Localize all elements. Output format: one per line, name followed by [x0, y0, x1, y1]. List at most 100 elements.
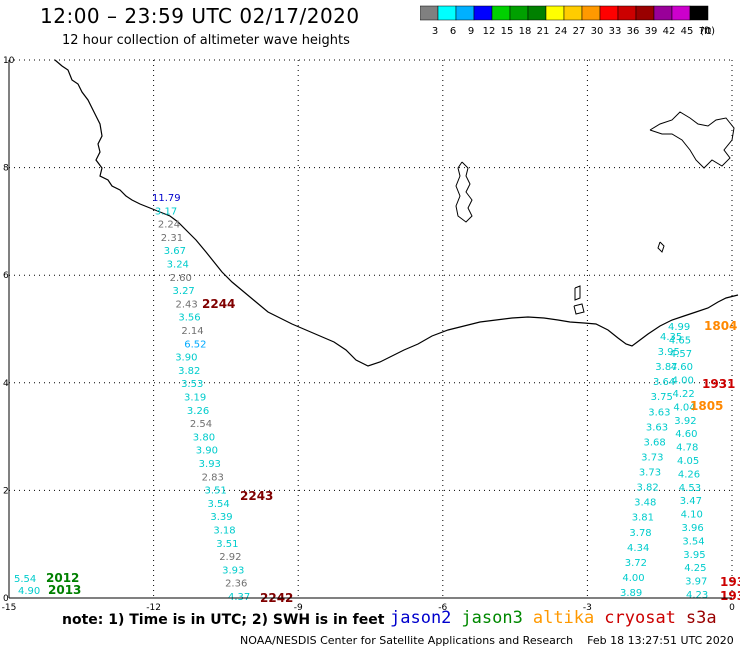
swh-value-track-b-right: 3.97 — [685, 577, 707, 588]
swh-value-track-a: 3.51 — [216, 539, 238, 550]
pass-time-label: 2244 — [202, 297, 235, 311]
colorbar-tick: 9 — [468, 26, 474, 37]
x-tick-label: -15 — [2, 603, 17, 613]
swh-value-track-b-right: 4.26 — [678, 469, 700, 480]
pass-time-label: 193 — [720, 589, 740, 603]
y-tick-label: 8 — [3, 164, 9, 174]
map-subtitle: 12 hour collection of altimeter wave hei… — [62, 33, 350, 48]
colorbar-tick: 30 — [591, 26, 604, 37]
swh-value-track-b-left: 3.68 — [644, 437, 666, 448]
northeast-lake-outline — [649, 111, 735, 169]
pass-time-label: 1804 — [704, 319, 737, 333]
swh-value-track-a: 2.92 — [219, 552, 241, 563]
swh-value-track-a: 2.14 — [181, 326, 203, 337]
swh-value-track-b-right: 4.60 — [671, 362, 693, 373]
colorbar-tick: 27 — [573, 26, 586, 37]
swh-value-track-b-right: 4.60 — [675, 429, 697, 440]
inland-lake-outline — [455, 161, 473, 223]
units-note: note: 1) Time is in UTC; 2) SWH is in fe… — [62, 612, 385, 628]
swh-value-track-b-left: 3.48 — [634, 498, 656, 509]
swh-value-track-b-left: 3.72 — [625, 558, 647, 569]
swh-value-track-b-right: 4.25 — [684, 563, 706, 574]
swh-value-track-a: 3.24 — [167, 260, 189, 271]
swh-value-track-a: 3.80 — [193, 432, 215, 443]
y-tick-label: 0 — [3, 594, 9, 604]
colorbar-tick: 12 — [483, 26, 496, 37]
swh-value-track-a: 2.60 — [170, 273, 192, 284]
colorbar-unit: (ft) — [700, 26, 715, 37]
colorbar-tick: 3 — [432, 26, 438, 37]
swh-value-track-b-left: 3.82 — [636, 483, 658, 494]
colorbar-tick: 15 — [501, 26, 514, 37]
generation-timestamp: Feb 18 13:27:51 UTC 2020 — [587, 634, 734, 647]
y-tick-label: 4 — [3, 379, 9, 389]
credit-text: NOAA/NESDIS Center for Satellite Applica… — [240, 634, 574, 647]
swh-value-track-a: 2.54 — [190, 419, 212, 430]
y-tick-label: 6 — [3, 271, 9, 281]
x-tick-label: -9 — [294, 603, 303, 613]
colorbar-tick: 24 — [555, 26, 568, 37]
swh-value-track-b-right: 3.47 — [680, 496, 702, 507]
wave-height-colorbar: 3 6 9 12 15 18 21 24 27 30 33 36 39 42 45 70(ft) — [420, 5, 715, 37]
swh-value-track-a: 2.36 — [225, 579, 247, 590]
inland-water-outline — [574, 285, 581, 301]
swh-value-track-b-right: 4.10 — [681, 510, 703, 521]
x-tick-label: -3 — [583, 603, 592, 613]
inland-water-outline — [573, 303, 585, 315]
x-tick-label: -6 — [438, 603, 447, 613]
satellite-legend: jason2 jason3 altika cryosat s3a — [390, 608, 727, 628]
swh-value-track-b-left: 3.95 — [658, 347, 680, 358]
swh-value-track-b-left: 3.81 — [632, 513, 654, 524]
swh-value-track-b-right: 3.92 — [674, 416, 696, 427]
credit-line: NOAA/NESDIS Center for Satellite Applica… — [240, 634, 734, 647]
swh-value-track-a: 3.54 — [207, 499, 229, 510]
colorbar-tick: 18 — [519, 26, 532, 37]
swh-value-track-b-right: 4.23 — [686, 590, 708, 601]
y-tick-label: 2 — [3, 486, 9, 496]
swh-value-track-a: 3.93 — [199, 459, 221, 470]
swh-value-track-a: 6.52 — [184, 339, 206, 350]
swh-value-track-b-left: 4.00 — [622, 573, 644, 584]
swh-value-track-b-right: 4.00 — [672, 376, 694, 387]
swh-value-track-a: 3.27 — [173, 286, 195, 297]
inland-water-outline — [657, 241, 665, 253]
swh-value-track-a: 3.56 — [178, 313, 200, 324]
swh-value-track-b-left: 4.35 — [660, 332, 682, 343]
pass-time-label: 1805 — [690, 399, 723, 413]
swh-value-track-b-left: 4.34 — [627, 543, 649, 554]
swh-value-track-b-right: 4.78 — [676, 443, 698, 454]
colorbar-tick: 42 — [663, 26, 676, 37]
pass-time-label: 2243 — [240, 489, 273, 503]
swh-value-track-b-left: 3.78 — [629, 528, 651, 539]
swh-value-track-a: 3.67 — [164, 246, 186, 257]
swh-value-track-a: 11.79 — [152, 193, 181, 204]
swh-value-track-b-right: 4.99 — [668, 322, 690, 333]
swh-value-track-a: 3.19 — [184, 393, 206, 404]
colorbar-tick: 39 — [645, 26, 658, 37]
swh-value-track-b-left: 3.73 — [641, 452, 663, 463]
pass-time-label: 2012 — [46, 571, 79, 585]
legend-item-jason3: jason3 — [461, 608, 523, 628]
swh-value-track-b-left: 3.73 — [639, 468, 661, 479]
pass-time-label: 193 — [720, 575, 740, 589]
swh-value-track-a: 3.53 — [181, 379, 203, 390]
swh-value-track-a: 3.26 — [187, 406, 209, 417]
colorbar-tick: 36 — [627, 26, 640, 37]
map-axes: -15-12-9-6-300246810 — [2, 56, 735, 613]
swh-value-track-a: 2.83 — [202, 472, 224, 483]
swh-labels: 11.79 3.17 2.24 2.31 3.67 3.24 2.60 3.27 2.43 3.5… — [14, 193, 740, 605]
swh-value-track-b-right: 3.54 — [682, 536, 704, 547]
legend-item-altika: altika — [532, 608, 595, 628]
swh-value-track-b-right: 3.96 — [682, 523, 704, 534]
colorbar-tick: 21 — [537, 26, 550, 37]
swh-value-track-b-left: 3.89 — [620, 588, 642, 599]
swh-value-track-b-left: 3.63 — [648, 407, 670, 418]
map-title: 12:00 – 23:59 UTC 02/17/2020 — [40, 4, 360, 28]
colorbar-tick: 70 — [699, 26, 712, 37]
swh-value-track-a: 2.31 — [161, 233, 183, 244]
swh-value-track-b-right: 4.53 — [679, 483, 701, 494]
swh-value-track-a: 3.51 — [205, 486, 227, 497]
legend-item-cryosat: cryosat — [604, 608, 676, 628]
swh-value-track-a: 3.17 — [155, 206, 177, 217]
